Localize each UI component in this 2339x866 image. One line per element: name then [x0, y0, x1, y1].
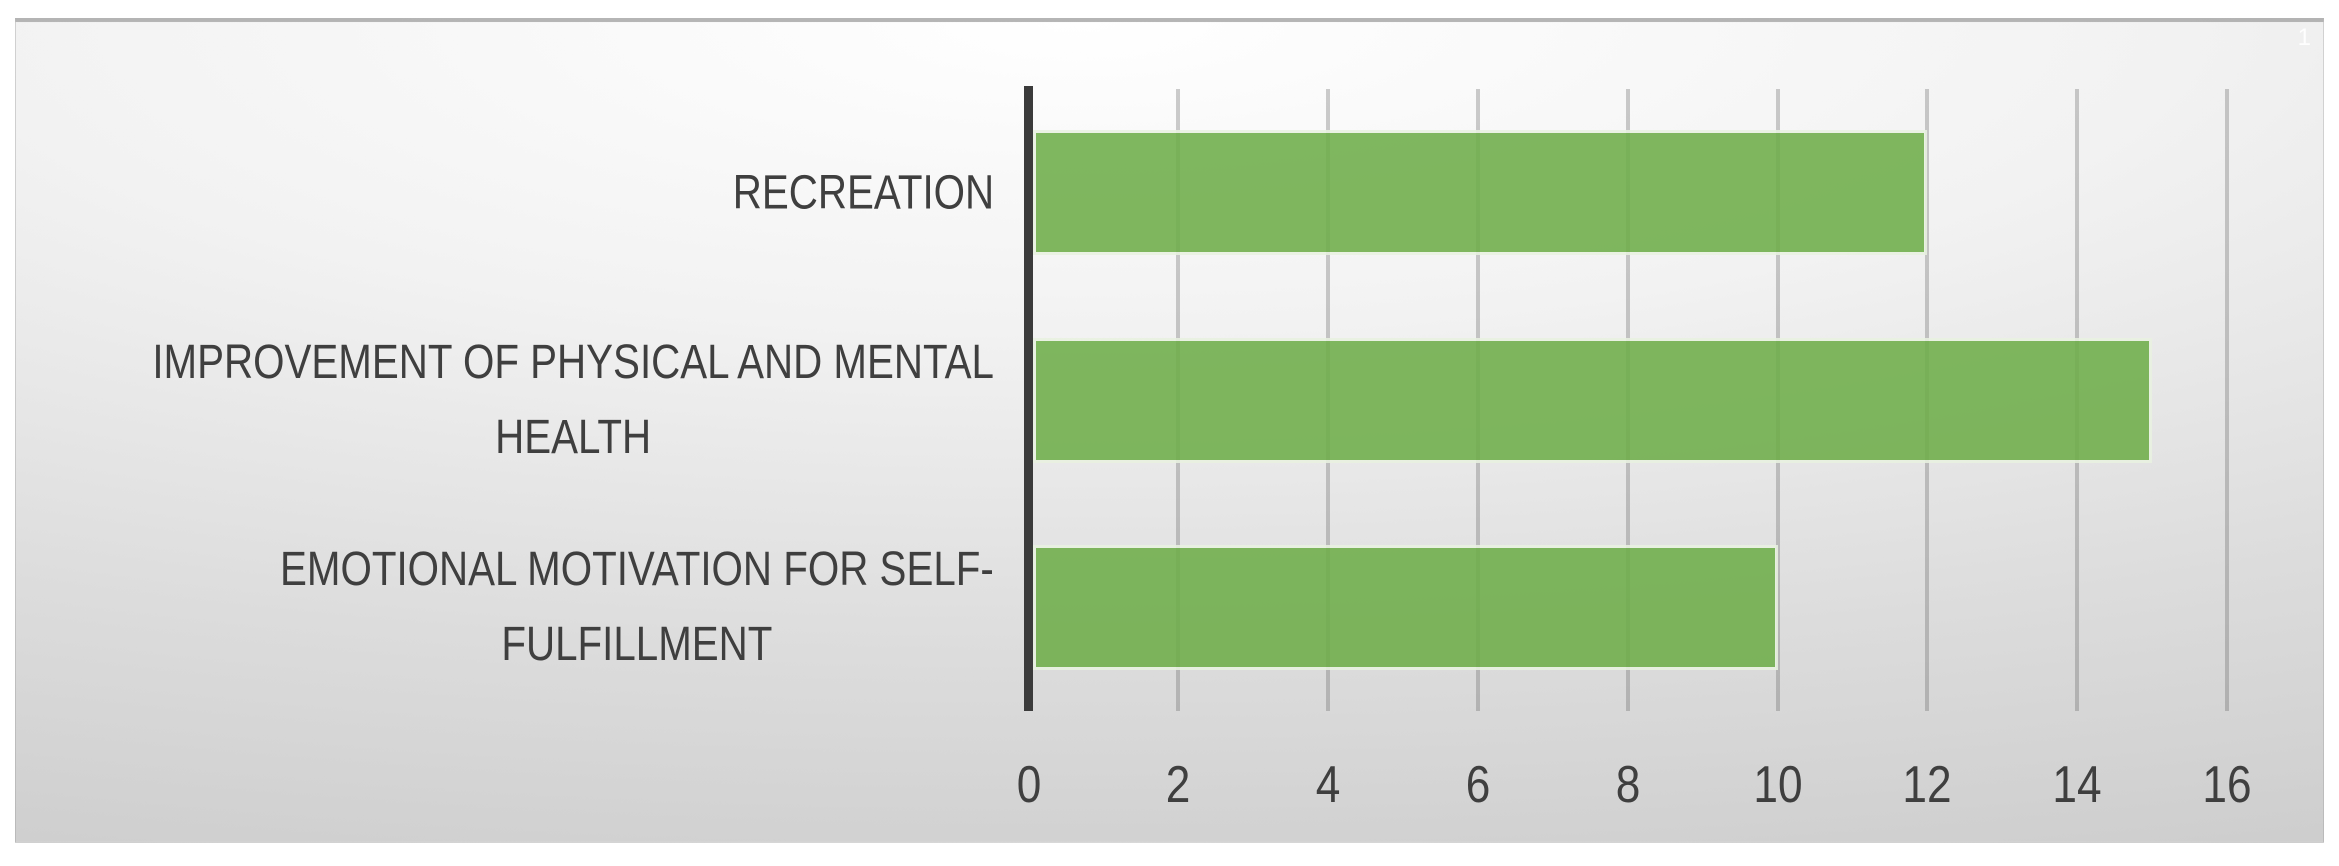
category-label: RECREATION [733, 155, 994, 230]
tick-label: 0 [1016, 756, 1041, 814]
y-axis-line [1024, 86, 1033, 711]
category-label-line: EMOTIONAL MOTIVATION FOR SELF- [280, 543, 994, 597]
category-label: IMPROVEMENT OF PHYSICAL AND MENTAL HEALTH [152, 325, 994, 475]
tick-label: 16 [2202, 756, 2252, 814]
tick-label: 10 [1752, 756, 1803, 814]
bar [1033, 130, 1928, 256]
bar [1033, 544, 1778, 670]
category-label-line: FULFILLMENT [501, 618, 773, 672]
bar-chart: RECREATION IMPROVEMENT OF PHYSICAL AND ME… [16, 22, 2323, 842]
category-label-line: IMPROVEMENT OF PHYSICAL AND MENTAL [152, 336, 994, 389]
tick-label: 4 [1315, 756, 1341, 814]
gridline [2224, 89, 2229, 711]
tick-label: 14 [2052, 756, 2102, 814]
slide: 1 RECREATION IMPROVEMENT OF PHYSICAL AND … [15, 18, 2324, 843]
category-label: EMOTIONAL MOTIVATION FOR SELF- FULFILLMEN… [280, 532, 994, 682]
category-label-line: RECREATION [732, 166, 994, 220]
tick-label: 2 [1166, 756, 1191, 814]
slide-number: 1 [2297, 24, 2311, 51]
tick-label: 8 [1615, 756, 1640, 814]
tick-label: 12 [1902, 756, 1952, 814]
tick-label: 6 [1465, 756, 1491, 814]
category-label-line: HEALTH [495, 411, 652, 464]
bar [1033, 337, 2152, 463]
